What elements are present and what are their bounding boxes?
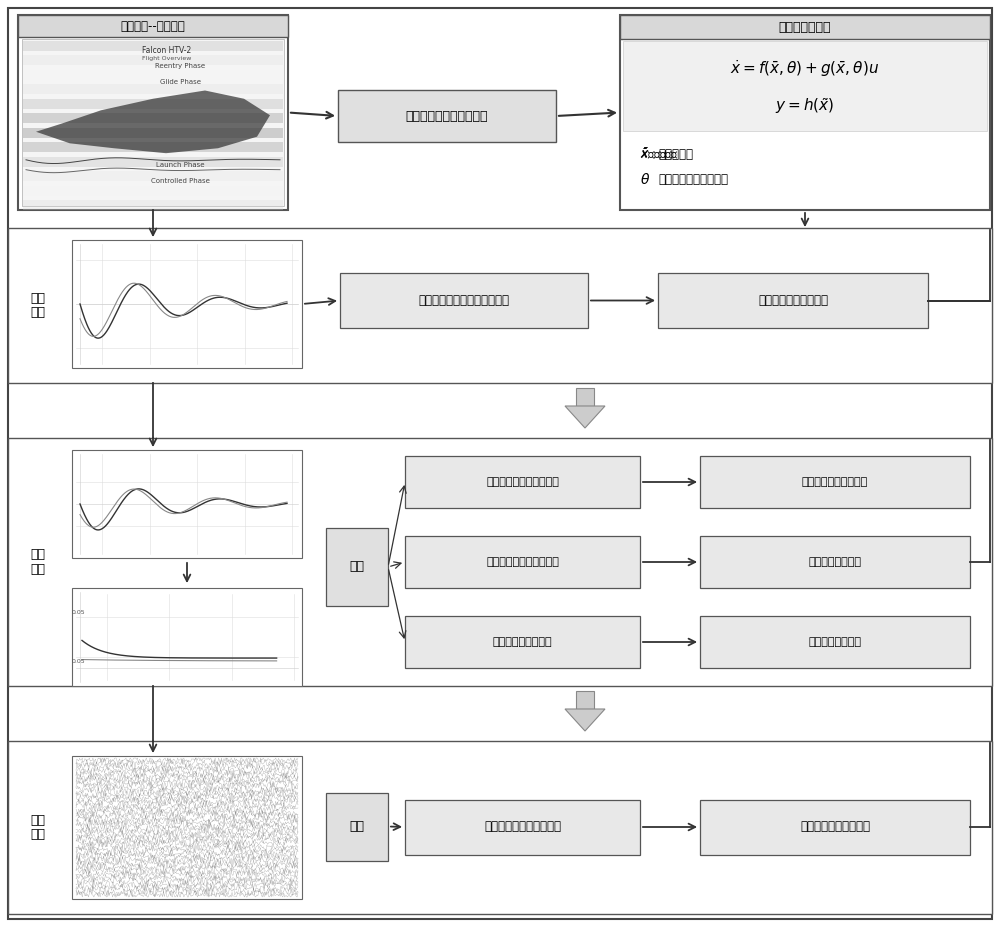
Bar [576, 691, 594, 709]
Bar [72, 756, 302, 899]
Text: 建模方法或模型简化方法: 建模方法或模型简化方法 [406, 109, 488, 122]
Bar [8, 228, 992, 383]
Bar [23, 171, 283, 181]
Bar [8, 741, 992, 914]
Bar [338, 90, 556, 142]
Text: ：模型中的不确定参数: ：模型中的不确定参数 [658, 172, 728, 185]
Bar [72, 450, 302, 558]
Text: 基于风险分析的模型验证: 基于风险分析的模型验证 [484, 820, 561, 833]
Bar [23, 200, 283, 210]
Bar [23, 113, 283, 123]
Text: 时域: 时域 [350, 561, 364, 574]
Text: $\dot{x} = f(\bar{x},\theta) + g(\bar{x},\theta)u$: $\dot{x} = f(\bar{x},\theta) + g(\bar{x}… [730, 58, 880, 80]
Text: $\bar{x}$: $\bar{x}$ [640, 147, 650, 160]
Bar [405, 536, 640, 588]
Bar [620, 15, 990, 39]
Text: 待验证数学模型: 待验证数学模型 [779, 20, 831, 33]
Bar [18, 15, 288, 210]
Bar [700, 799, 970, 855]
Bar [405, 456, 640, 508]
Bar [72, 240, 302, 368]
Text: 风险: 风险 [350, 820, 364, 833]
Bar [576, 388, 594, 406]
Text: 实际飞行--实际模型: 实际飞行--实际模型 [121, 19, 185, 32]
Bar [23, 41, 283, 51]
Bar [18, 15, 288, 37]
Text: 定性
分析: 定性 分析 [30, 291, 46, 320]
Text: Reentry Phase: Reentry Phase [155, 63, 205, 69]
Text: 验证趋势是否一致: 验证趋势是否一致 [808, 557, 862, 567]
Bar [658, 273, 928, 328]
Bar [326, 793, 388, 860]
Bar [700, 616, 970, 668]
Bar [700, 536, 970, 588]
Text: 验证分布特性是否一致: 验证分布特性是否一致 [802, 477, 868, 487]
Bar [23, 157, 283, 167]
Text: 验证动态输出是否一致: 验证动态输出是否一致 [758, 294, 828, 307]
Text: ：模型状态: ：模型状态 [658, 147, 693, 160]
Bar [23, 56, 283, 66]
Text: 定量
分析: 定量 分析 [30, 814, 46, 842]
Text: 0.05: 0.05 [71, 659, 85, 664]
Bar [340, 273, 588, 328]
Bar [620, 15, 990, 210]
Text: 距离空间一致性检验: 距离空间一致性检验 [493, 637, 552, 647]
Text: Glide Phase: Glide Phase [160, 79, 200, 85]
Bar [72, 588, 302, 686]
Text: $y = h(\tilde{x})$: $y = h(\tilde{x})$ [775, 96, 835, 116]
Bar [405, 616, 640, 668]
Text: 验证模型能否安全使用: 验证模型能否安全使用 [800, 820, 870, 833]
Text: $\bar{x}$：模型状态: $\bar{x}$：模型状态 [640, 147, 679, 161]
Bar [23, 142, 283, 152]
Bar [23, 70, 283, 80]
Text: 验证距离是否一致: 验证距离是否一致 [808, 637, 862, 647]
Text: Falcon HTV-2: Falcon HTV-2 [142, 45, 191, 55]
Text: 置信区间一致性检验方法: 置信区间一致性检验方法 [486, 477, 559, 487]
Text: 灰色关联一致性检验方法: 灰色关联一致性检验方法 [486, 557, 559, 567]
Text: Controlled Phase: Controlled Phase [151, 178, 209, 184]
Bar [700, 456, 970, 508]
Text: 0.05: 0.05 [71, 610, 85, 615]
Bar [623, 41, 987, 131]
Bar [23, 84, 283, 95]
Text: Flight Overview: Flight Overview [142, 56, 191, 60]
Text: Launch Phase: Launch Phase [156, 161, 204, 168]
Bar [405, 799, 640, 855]
Bar [8, 438, 992, 686]
Polygon shape [565, 709, 605, 731]
Bar [22, 39, 284, 206]
Bar [23, 99, 283, 108]
Bar [23, 185, 283, 196]
Polygon shape [565, 406, 605, 428]
Bar [23, 128, 283, 138]
Polygon shape [36, 91, 270, 153]
Text: $\theta$: $\theta$ [640, 171, 650, 186]
Text: 基于蒙特卡洛的模型验证方法: 基于蒙特卡洛的模型验证方法 [418, 294, 510, 307]
Text: 定量
分析: 定量 分析 [30, 548, 46, 576]
Bar [326, 528, 388, 606]
